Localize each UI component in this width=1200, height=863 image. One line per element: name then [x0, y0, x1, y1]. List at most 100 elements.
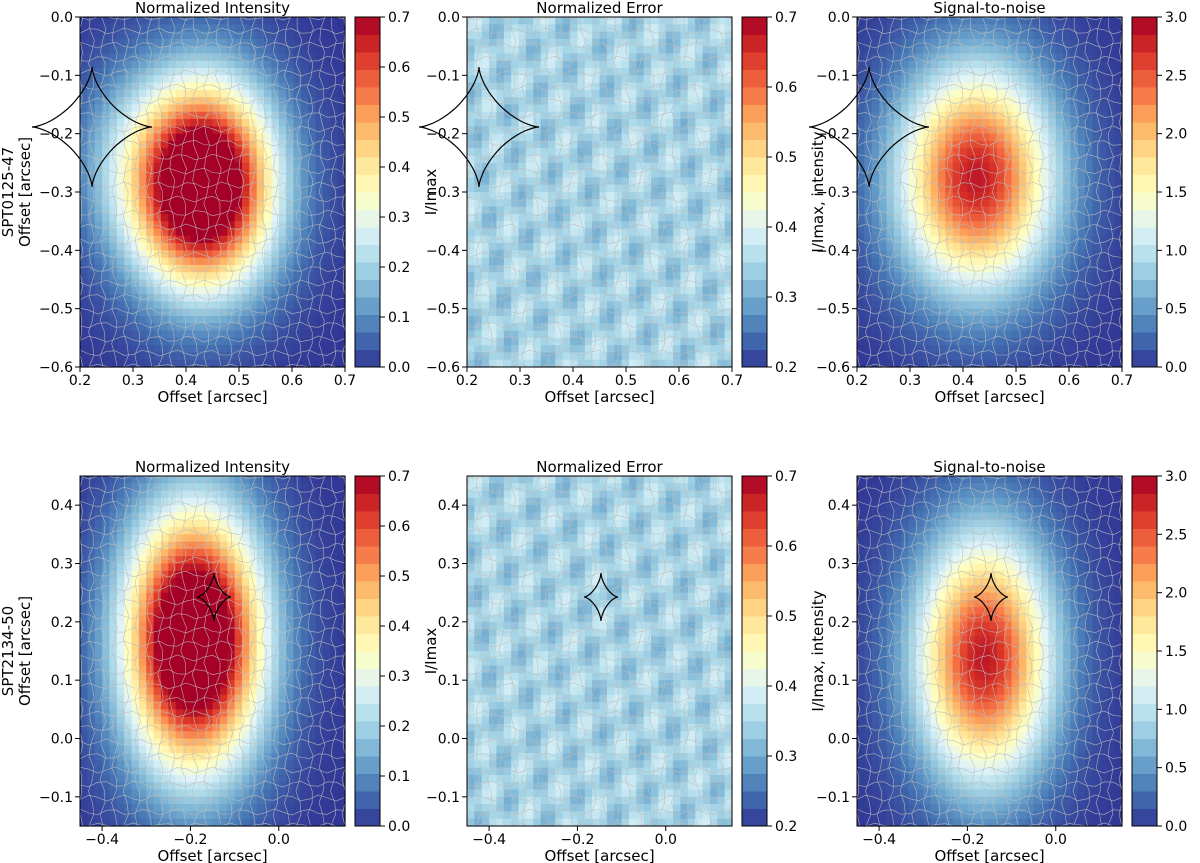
- heatmap-cell: [702, 192, 711, 200]
- heatmap-cell: [915, 243, 924, 251]
- heatmap-cell: [525, 104, 534, 113]
- heatmap-cell: [116, 279, 125, 288]
- heatmap-cell: [974, 272, 983, 281]
- heatmap-cell: [474, 75, 483, 84]
- heatmap-cell: [1077, 89, 1086, 98]
- heatmap-cell: [599, 337, 608, 346]
- heatmap-cell: [547, 352, 556, 361]
- heatmap-cell: [871, 272, 880, 281]
- heatmap-cell: [481, 148, 490, 157]
- heatmap-cell: [908, 89, 917, 98]
- heatmap-cell: [1011, 257, 1020, 266]
- heatmap-cell: [982, 264, 991, 273]
- heatmap-cell: [322, 272, 331, 281]
- heatmap-cell: [496, 111, 505, 120]
- heatmap-cell: [901, 184, 910, 193]
- heatmap-cell: [915, 31, 924, 40]
- heatmap-cell: [138, 68, 147, 76]
- heatmap-cell: [124, 221, 133, 230]
- heatmap-cell: [570, 286, 579, 295]
- heatmap-cell: [138, 192, 147, 200]
- heatmap-cell: [665, 133, 674, 142]
- heatmap-cell: [264, 97, 272, 106]
- heatmap-cell: [80, 155, 88, 164]
- heatmap-cell: [467, 155, 475, 164]
- heatmap-cell: [658, 337, 667, 346]
- heatmap-cell: [724, 24, 733, 33]
- heatmap-cell: [80, 235, 88, 244]
- heatmap-cell: [496, 213, 505, 222]
- heatmap-cell: [584, 184, 593, 193]
- heatmap-cell: [908, 24, 917, 33]
- heatmap-cell: [643, 323, 652, 332]
- heatmap-cell: [1026, 140, 1035, 149]
- heatmap-cell: [227, 170, 236, 179]
- heatmap-cell: [481, 192, 490, 200]
- heatmap-cell: [724, 286, 733, 295]
- heatmap-cell: [489, 272, 498, 281]
- heatmap-cell: [511, 330, 520, 339]
- heatmap-cell: [1114, 155, 1123, 164]
- heatmap-cell: [467, 170, 475, 179]
- heatmap-cell: [481, 177, 490, 186]
- heatmap-cell: [570, 301, 579, 310]
- heatmap-cell: [264, 60, 272, 69]
- heatmap-cell: [599, 60, 608, 69]
- heatmap-cell: [300, 221, 309, 230]
- heatmap-cell: [227, 17, 236, 25]
- heatmap-cell: [1099, 213, 1108, 222]
- heatmap-cell: [901, 24, 910, 33]
- heatmap-cell: [643, 352, 652, 361]
- heatmap-cell: [175, 206, 184, 215]
- heatmap-cell: [511, 213, 520, 222]
- heatmap-cell: [241, 111, 250, 120]
- heatmap-cell: [256, 24, 265, 33]
- mesh-line: [79, 83, 346, 91]
- heatmap-cell: [599, 24, 608, 33]
- heatmap-cell: [330, 264, 339, 273]
- heatmap-cell: [197, 308, 206, 317]
- heatmap-cell: [533, 206, 542, 215]
- heatmap-cell: [614, 46, 623, 55]
- heatmap-cell: [547, 75, 556, 84]
- heatmap-cell: [606, 177, 615, 186]
- heatmap-cell: [592, 192, 601, 200]
- heatmap-cell: [665, 184, 674, 193]
- heatmap-cell: [599, 177, 608, 186]
- heatmap-cell: [1092, 264, 1101, 273]
- heatmap-cell: [175, 75, 184, 84]
- heatmap-cell: [687, 75, 696, 84]
- heatmap-cell: [547, 140, 556, 149]
- heatmap-cell: [651, 359, 659, 368]
- heatmap-cell: [540, 279, 549, 288]
- heatmap-cell: [533, 162, 542, 171]
- heatmap-cell: [1004, 250, 1013, 259]
- heatmap-cell: [1004, 119, 1013, 127]
- heatmap-cell: [153, 228, 162, 237]
- heatmap-cell: [673, 140, 682, 149]
- heatmap-cell: [577, 170, 586, 179]
- heatmap-cell: [533, 294, 542, 302]
- heatmap-cell: [960, 126, 969, 135]
- heatmap-cell: [665, 140, 674, 149]
- heatmap-cell: [197, 199, 206, 208]
- heatmap-cell: [197, 221, 206, 230]
- heatmap-cell: [1018, 243, 1027, 251]
- heatmap-cell: [643, 184, 652, 193]
- heatmap-cell: [1085, 24, 1094, 33]
- heatmap-cell: [183, 308, 192, 317]
- heatmap-cell: [1055, 192, 1064, 200]
- heatmap-cell: [80, 126, 88, 135]
- heatmap-cell: [1041, 192, 1049, 200]
- heatmap-cell: [330, 170, 339, 179]
- heatmap-cell: [923, 17, 932, 25]
- heatmap-cell: [1004, 192, 1013, 200]
- heatmap-cell: [1107, 148, 1116, 157]
- heatmap-cell: [1033, 104, 1042, 113]
- mesh-line: [180, 16, 187, 368]
- heatmap-cell: [562, 315, 571, 324]
- heatmap-cell: [687, 177, 696, 186]
- heatmap-cell: [1070, 228, 1079, 237]
- heatmap-cell: [525, 170, 534, 179]
- heatmap-cell: [102, 31, 111, 40]
